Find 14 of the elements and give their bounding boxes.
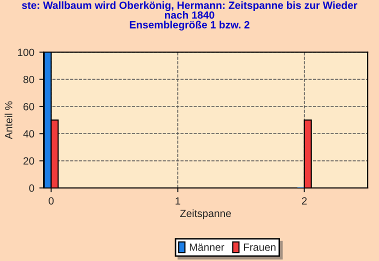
y-axis-title: Anteil % [4,101,12,140]
y-tick-label: 100 [18,48,34,56]
x-axis-title: Zeitspanne [180,209,231,220]
legend-label: Frauen [244,244,276,251]
y-tick-label: 20 [23,157,34,165]
y-tick-label: 0 [29,184,34,192]
y-tick-label: 40 [23,130,34,138]
y-tick-label: 60 [24,102,34,110]
x-tick-label: 2 [302,197,307,204]
x-tick-label: 0 [48,197,54,205]
legend-label: Männer [190,244,224,251]
chart-title: ste: Wallbaum wird Oberkönig, Hermann: Zeitspanne bis zur Wieder nach 1840 Ensemblegröße 1 bzw. 2 [22,1,358,31]
y-tick-label: 80 [23,76,34,84]
x-tick-label: 1 [176,197,180,204]
